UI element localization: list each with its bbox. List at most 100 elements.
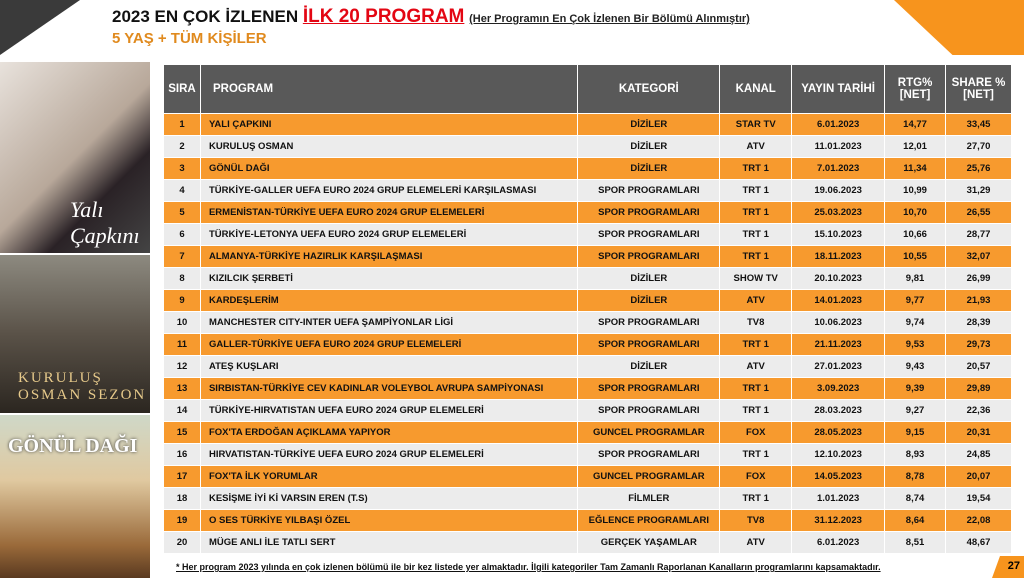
table-cell: DİZİLER	[577, 113, 721, 136]
table-cell: ATV	[719, 531, 793, 554]
table-row: 8 KIZILCIK ŞERBETİ DİZİLER SHOW TV 20.10.202…	[163, 267, 1012, 290]
table-cell: SPOR PROGRAMLARI	[577, 223, 721, 246]
table-cell: 7.01.2023	[791, 157, 886, 180]
page-subtitle: 5 YAŞ + TÜM KİŞİLER	[112, 30, 267, 47]
table-cell: 14	[163, 399, 201, 422]
table-row: 10 MANCHESTER CITY-INTER UEFA ŞAMPİYONLAR…	[163, 311, 1012, 334]
table-cell: TRT 1	[719, 333, 793, 356]
table-row: 18 KESİŞME İYİ Kİ VARSIN EREN (T.S) FİLMLE…	[163, 487, 1012, 510]
table-cell: ATV	[719, 289, 793, 312]
table-row: 4 TÜRKİYE-GALLER UEFA EURO 2024 GRUP ELEM…	[163, 179, 1012, 202]
table-cell: 21,93	[945, 289, 1012, 312]
table-cell: 20,57	[945, 355, 1012, 378]
table-cell: SPOR PROGRAMLARI	[577, 201, 721, 224]
table-cell: 17	[163, 465, 201, 488]
table-cell: MÜGE ANLI İLE TATLI SERT	[199, 531, 579, 554]
table-cell: ATV	[719, 355, 793, 378]
table-cell: SPOR PROGRAMLARI	[577, 245, 721, 268]
table-cell: 28,77	[945, 223, 1012, 246]
poster-logo: KURULUŞ OSMAN SEZON	[18, 370, 147, 403]
table-cell: TRT 1	[719, 223, 793, 246]
table-cell: 10,55	[884, 245, 947, 268]
table-cell: ERMENİSTAN-TÜRKİYE UEFA EURO 2024 GRUP E…	[199, 201, 579, 224]
title-text: 2023 EN ÇOK İZLENEN	[112, 7, 299, 26]
table-row: 9 KARDEŞLERİM DİZİLER ATV 14.01.2023 9,77 21,9…	[163, 289, 1012, 312]
table-cell: 11,34	[884, 157, 947, 180]
table-cell: 15	[163, 421, 201, 444]
table-cell: HIRVATISTAN-TÜRKİYE UEFA EURO 2024 GRUP …	[199, 443, 579, 466]
poster-kurulus-osman: KURULUŞ OSMAN SEZON	[0, 255, 150, 413]
table-cell: 19,54	[945, 487, 1012, 510]
table-cell: GUNCEL PROGRAMLAR	[577, 465, 721, 488]
table-cell: SHOW TV	[719, 267, 793, 290]
table-row: 16 HIRVATISTAN-TÜRKİYE UEFA EURO 2024 GRU…	[163, 443, 1012, 466]
table-cell: SPOR PROGRAMLARI	[577, 333, 721, 356]
table-cell: 14,77	[884, 113, 947, 136]
table-cell: 8,74	[884, 487, 947, 510]
table-cell: 33,45	[945, 113, 1012, 136]
table-cell: DİZİLER	[577, 355, 721, 378]
column-header: KATEGORİ	[577, 64, 721, 114]
table-cell: 8	[163, 267, 201, 290]
column-header: RTG% [NET]	[884, 64, 947, 114]
table-cell: TÜRKİYE-LETONYA UEFA EURO 2024 GRUP ELEM…	[199, 223, 579, 246]
table-cell: 10.06.2023	[791, 311, 886, 334]
table-cell: 32,07	[945, 245, 1012, 268]
table-cell: KIZILCIK ŞERBETİ	[199, 267, 579, 290]
table-cell: KESİŞME İYİ Kİ VARSIN EREN (T.S)	[199, 487, 579, 510]
table-cell: TV8	[719, 509, 793, 532]
table-cell: SPOR PROGRAMLARI	[577, 443, 721, 466]
table-cell: 18	[163, 487, 201, 510]
footnote: * Her program 2023 yılında en çok izlene…	[176, 562, 881, 572]
table-cell: 20,31	[945, 421, 1012, 444]
table-row: 5 ERMENİSTAN-TÜRKİYE UEFA EURO 2024 GRUP …	[163, 201, 1012, 224]
table-cell: 9,81	[884, 267, 947, 290]
table-cell: SPOR PROGRAMLARI	[577, 399, 721, 422]
poster-logo: Yalı Çapkını	[70, 197, 140, 248]
table-cell: 8,64	[884, 509, 947, 532]
table-cell: 1	[163, 113, 201, 136]
table-cell: 31.12.2023	[791, 509, 886, 532]
table-cell: TRT 1	[719, 179, 793, 202]
table-cell: 9	[163, 289, 201, 312]
table-row: 13 SIRBISTAN-TÜRKİYE CEV KADINLAR VOLEYBO…	[163, 377, 1012, 400]
table-cell: MANCHESTER CITY-INTER UEFA ŞAMPİYONLAR L…	[199, 311, 579, 334]
table-cell: 8,93	[884, 443, 947, 466]
table-cell: 9,43	[884, 355, 947, 378]
page-number: 27	[992, 556, 1024, 578]
table-cell: GERÇEK YAŞAMLAR	[577, 531, 721, 554]
table-cell: 20	[163, 531, 201, 554]
table-cell: TRT 1	[719, 487, 793, 510]
table-cell: KARDEŞLERİM	[199, 289, 579, 312]
column-header: SHARE % [NET]	[945, 64, 1012, 114]
table-cell: DİZİLER	[577, 157, 721, 180]
table-cell: 28.05.2023	[791, 421, 886, 444]
column-header: SIRA	[163, 64, 201, 114]
table-cell: 9,77	[884, 289, 947, 312]
table-cell: ATV	[719, 135, 793, 158]
table-cell: 8,51	[884, 531, 947, 554]
table-cell: 14.01.2023	[791, 289, 886, 312]
table-cell: 6	[163, 223, 201, 246]
table-cell: 25,76	[945, 157, 1012, 180]
table-cell: 1.01.2023	[791, 487, 886, 510]
table-row: 14 TÜRKİYE-HIRVATISTAN UEFA EURO 2024 GRU…	[163, 399, 1012, 422]
ratings-table: SIRA PROGRAM KATEGORİ KANAL YAYIN TARİHİ RTG%…	[163, 64, 1012, 554]
table-cell: 27.01.2023	[791, 355, 886, 378]
table-cell: DİZİLER	[577, 267, 721, 290]
table-cell: GALLER-TÜRKİYE UEFA EURO 2024 GRUP ELEME…	[199, 333, 579, 356]
table-cell: TÜRKİYE-HIRVATISTAN UEFA EURO 2024 GRUP …	[199, 399, 579, 422]
table-cell: 28,39	[945, 311, 1012, 334]
page-title: 2023 EN ÇOK İZLENEN İLK 20 PROGRAM (Her …	[112, 6, 750, 28]
table-cell: GÖNÜL DAĞI	[199, 157, 579, 180]
table-cell: 13	[163, 377, 201, 400]
table-cell: 12.10.2023	[791, 443, 886, 466]
table-cell: KURULUŞ OSMAN	[199, 135, 579, 158]
table-cell: TRT 1	[719, 245, 793, 268]
table-cell: SPOR PROGRAMLARI	[577, 377, 721, 400]
table-cell: SPOR PROGRAMLARI	[577, 179, 721, 202]
table-cell: 22,36	[945, 399, 1012, 422]
table-cell: ATEŞ KUŞLARI	[199, 355, 579, 378]
table-cell: DİZİLER	[577, 135, 721, 158]
table-cell: 19	[163, 509, 201, 532]
